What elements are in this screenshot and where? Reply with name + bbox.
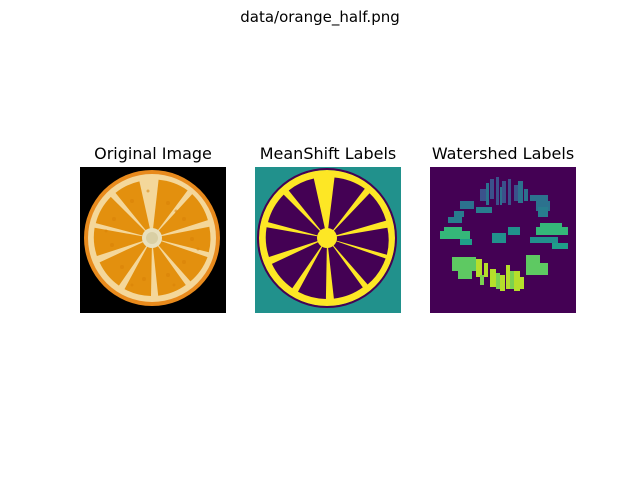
meanshift-labels-image: [255, 167, 401, 313]
figure-title: data/orange_half.png: [0, 7, 640, 27]
original-image-panel: Original Image: [79, 143, 227, 313]
original-image-title: Original Image: [79, 143, 227, 167]
watershed-labels-panel: Watershed Labels: [429, 143, 577, 313]
watershed-labels-image: [430, 167, 576, 313]
meanshift-labels-panel: MeanShift Labels: [254, 143, 402, 313]
watershed-labels-title: Watershed Labels: [429, 143, 577, 167]
meanshift-labels-title: MeanShift Labels: [254, 143, 402, 167]
original-image: [80, 167, 226, 313]
